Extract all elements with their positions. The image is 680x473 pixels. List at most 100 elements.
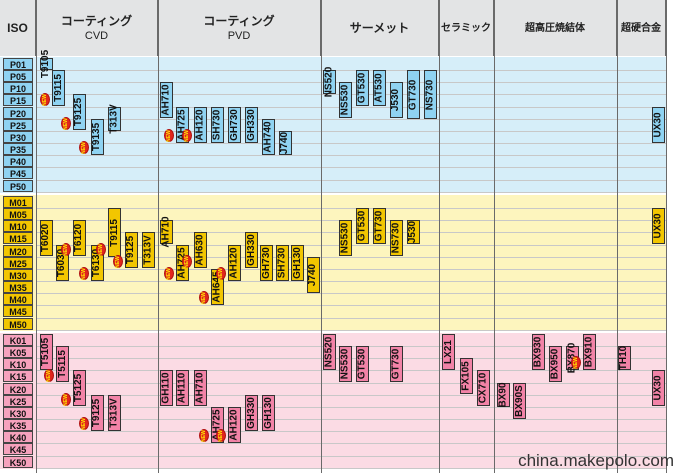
- grade-k-bx930: BX930: [532, 334, 545, 370]
- iso-row-label: M10: [3, 220, 33, 232]
- header-cbn: 超高圧焼結体: [494, 0, 617, 56]
- iso-row-label: M35: [3, 281, 33, 293]
- row-gridline: [36, 192, 666, 193]
- iso-row-label: M40: [3, 293, 33, 305]
- iso-row-label: P30: [3, 131, 33, 143]
- column-divider: [158, 0, 159, 473]
- header-cvd: コーティング CVD: [36, 0, 158, 56]
- row-gridline: [36, 468, 666, 469]
- iso-row-label: K05: [3, 346, 33, 358]
- row-gridline: [36, 305, 666, 306]
- grade-p-ux30: UX30: [652, 107, 665, 143]
- new-badge-icon: NEW: [113, 255, 123, 268]
- iso-row-label: P10: [3, 82, 33, 94]
- row-gridline: [36, 318, 666, 319]
- row-gridline: [36, 119, 666, 120]
- grade-m-t9125: T9125: [125, 232, 138, 268]
- grade-k-bx90s: BX90S: [513, 383, 526, 419]
- new-badge-icon: NEW: [61, 393, 71, 406]
- row-gridline: [36, 167, 666, 168]
- new-badge-icon: NEW: [61, 117, 71, 130]
- grade-k-ux30: UX30: [652, 370, 665, 406]
- header-iso: ISO: [0, 0, 36, 56]
- row-gridline: [36, 180, 666, 181]
- iso-row-label: M30: [3, 269, 33, 281]
- grade-p-ns530: NS530: [339, 82, 352, 118]
- header-pvd-line2: PVD: [227, 29, 251, 42]
- grade-m-ah630: AH630: [194, 232, 207, 268]
- row-gridline: [36, 407, 666, 408]
- new-badge-icon: NEW: [182, 129, 192, 142]
- iso-row-label: K45: [3, 443, 33, 455]
- row-gridline: [36, 431, 666, 432]
- iso-row-label: K30: [3, 407, 33, 419]
- watermark: china.makepolo.com: [518, 451, 674, 470]
- grade-m-t9115: T9115: [108, 208, 121, 257]
- column-divider: [439, 0, 440, 473]
- grade-p-ns520: NS520: [323, 66, 336, 98]
- iso-row-label: K01: [3, 334, 33, 346]
- row-gridline: [36, 456, 666, 457]
- grade-p-gh330: GH330: [245, 107, 258, 143]
- row-gridline: [36, 269, 666, 270]
- grade-p-ah120: AH120: [194, 107, 207, 143]
- grade-m-t313v: T313V: [142, 232, 155, 268]
- row-gridline: [36, 330, 666, 331]
- grade-k-ah110: AH110: [176, 370, 189, 406]
- row-gridline: [36, 443, 666, 444]
- grade-k-gh110: GH110: [160, 370, 173, 406]
- grade-k-fx105: FX105: [460, 358, 473, 394]
- grade-p-t9125: T9125: [73, 94, 86, 130]
- grade-m-t6020: T6020: [40, 220, 53, 256]
- grade-p-gt530: GT530: [356, 70, 369, 106]
- header-cbn-line1: 超高圧焼結体: [525, 22, 585, 34]
- column-divider: [494, 0, 495, 473]
- grade-k-t9125: T9125: [91, 395, 104, 431]
- row-gridline: [36, 257, 666, 258]
- grade-k-gt730: GT730: [390, 346, 403, 382]
- new-badge-icon: NEW: [79, 267, 89, 280]
- header-carbide: 超硬合金: [617, 0, 666, 56]
- grade-k-gt530: GT530: [356, 346, 369, 382]
- iso-row-label: P25: [3, 119, 33, 131]
- grade-m-gh130: GH130: [291, 245, 304, 281]
- column-divider: [36, 0, 37, 473]
- grade-m-j740: J740: [307, 257, 320, 293]
- grade-p-t9135: T9135: [91, 119, 104, 155]
- new-badge-icon: NEW: [216, 429, 226, 442]
- iso-row-label: K50: [3, 456, 33, 468]
- row-gridline: [36, 131, 666, 132]
- new-badge-icon: NEW: [40, 93, 50, 106]
- grade-k-ns530: NS530: [339, 346, 352, 382]
- iso-row-label: K35: [3, 419, 33, 431]
- grade-k-t5105: T5105: [40, 334, 53, 370]
- iso-row-label: M05: [3, 208, 33, 220]
- grade-k-bx910: BX910: [583, 334, 596, 370]
- grade-k-ah710: AH710: [194, 370, 207, 406]
- header-cvd-line1: コーティング: [60, 13, 133, 28]
- header-pvd: コーティング PVD: [158, 0, 321, 56]
- row-gridline: [36, 70, 666, 71]
- iso-row-label: P40: [3, 155, 33, 167]
- iso-row-label: K15: [3, 370, 33, 382]
- grade-k-t5115: T5115: [56, 346, 69, 382]
- grade-k-bx90: BX90: [497, 382, 510, 408]
- iso-row-label: M45: [3, 305, 33, 317]
- grade-m-ns730: NS730: [390, 220, 403, 256]
- grade-p-gh730: GH730: [228, 107, 241, 143]
- iso-row-label: K40: [3, 431, 33, 443]
- iso-row-label: P50: [3, 180, 33, 192]
- grade-k-cx710: CX710: [477, 370, 490, 406]
- row-gridline: [36, 293, 666, 294]
- iso-row-label: K25: [3, 395, 33, 407]
- grade-m-j530: J530: [407, 220, 420, 244]
- grade-p-t9105: T9105: [40, 49, 53, 79]
- row-gridline: [36, 419, 666, 420]
- iso-row-label: M25: [3, 257, 33, 269]
- grade-p-gt730: GT730: [407, 70, 420, 119]
- grade-k-ah120: AH120: [228, 407, 241, 443]
- iso-row-label: M50: [3, 318, 33, 330]
- grade-k-gh130: GH130: [262, 395, 275, 431]
- iso-row-label: P05: [3, 70, 33, 82]
- grade-p-ah740: AH740: [262, 119, 275, 155]
